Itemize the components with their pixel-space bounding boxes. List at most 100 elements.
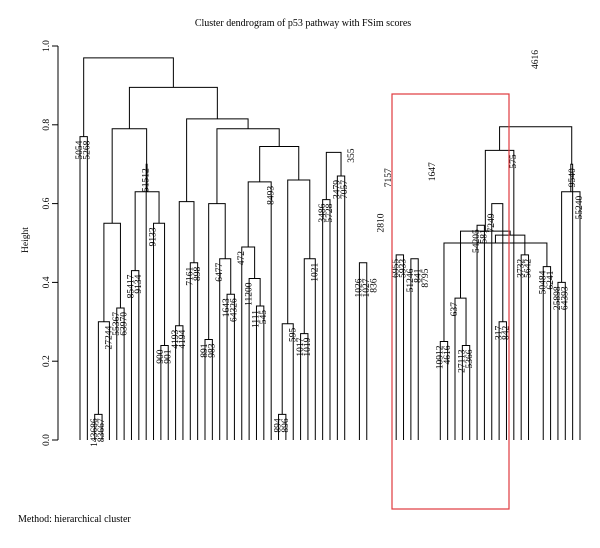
dendrogram-link <box>128 86 218 129</box>
dendrogram-link <box>476 224 485 440</box>
leaf-label: 5933 <box>399 259 409 278</box>
leaf-label: 1019 <box>303 337 313 356</box>
leaf-label: 317 <box>494 326 504 341</box>
dendrogram-link <box>491 203 504 440</box>
leaf-label: 4193 <box>171 329 181 348</box>
leaf-label: 4194 <box>178 329 188 348</box>
leaf-label: 5366 <box>465 349 475 368</box>
leaf-label: 4616 <box>443 345 453 364</box>
leaf-label: 5268 <box>83 140 93 159</box>
y-tick-label: 1.0 <box>42 40 52 52</box>
leaf-label: 64393 <box>560 286 570 310</box>
leaf-label: 9134 <box>134 274 144 293</box>
leaf-label: 25898 <box>553 286 563 310</box>
method-footnote: Method: hierarchical cluster <box>18 514 131 525</box>
chart-title: Cluster dendrogram of p53 pathway with F… <box>195 18 411 29</box>
y-tick-label: 0.8 <box>42 119 52 131</box>
dendrogram-link <box>219 258 232 440</box>
leaf-label: 4616 <box>531 50 541 69</box>
leaf-label: 2810 <box>377 213 387 232</box>
highlight-box <box>391 93 510 510</box>
leaf-label: 6477 <box>215 263 225 282</box>
y-tick-label: 0.6 <box>42 197 52 209</box>
leaf-label: 355 <box>347 148 357 163</box>
leaf-label: 1027 <box>362 278 372 297</box>
leaf-label: 3486 <box>318 203 328 222</box>
leaf-label: 85417 <box>127 274 137 298</box>
leaf-label: 894 <box>274 418 284 433</box>
leaf-label: 545 <box>259 310 269 325</box>
leaf-label: 54205 <box>472 229 482 253</box>
leaf-label: 7157 <box>384 168 394 187</box>
leaf-label: 11200 <box>244 282 254 306</box>
dendrogram-link <box>325 151 342 200</box>
dendrogram-link <box>178 201 195 326</box>
leaf-label: 891 <box>200 343 210 358</box>
leaf-label: 7249 <box>487 213 497 232</box>
dendrogram-link <box>287 179 311 324</box>
dendrogram-link <box>103 222 121 322</box>
leaf-label: 8795 <box>421 268 431 287</box>
dendrogram-links <box>79 57 581 440</box>
leaf-label: 9540 <box>568 168 578 187</box>
leaf-label: 3479 <box>333 180 343 199</box>
leaf-label: 1111 <box>252 310 262 328</box>
dendrogram-link <box>494 234 526 255</box>
leaf-label: 1017 <box>296 337 306 356</box>
leaf-label: 898 <box>193 266 203 281</box>
leaf-label: 983 <box>208 343 218 358</box>
dendrogram-link <box>259 145 300 182</box>
leaf-label: 842 <box>502 326 512 341</box>
leaf-label: 896 <box>281 418 291 433</box>
leaf-label: 595 <box>288 328 298 343</box>
leaf-label: 5728 <box>325 203 335 222</box>
dendrogram-link <box>322 199 331 440</box>
leaf-label: 55367 <box>112 312 122 336</box>
leaf-label: 83667 <box>97 418 107 442</box>
leaf-label: 901 <box>163 349 173 364</box>
dendrogram-link <box>241 246 256 440</box>
dendrogram-link <box>570 163 574 440</box>
leaf-label: 63970 <box>119 312 129 336</box>
dendrogram-link <box>336 175 346 440</box>
leaf-label: 1021 <box>310 263 320 282</box>
leaf-label: 10912 <box>435 345 445 369</box>
leaf-labels: 5054526814368683667272445536763970854179… <box>75 50 585 447</box>
leaf-label: 581 <box>480 229 490 244</box>
leaf-label: 472 <box>237 251 247 266</box>
leaf-label: 841 <box>413 268 423 283</box>
dendrogram-link <box>189 262 199 440</box>
dendrogram-link <box>83 57 174 137</box>
y-tick-label: 0.0 <box>42 434 52 446</box>
leaf-label: 51246 <box>406 268 416 292</box>
leaf-label: 50484 <box>538 270 548 294</box>
leaf-label: 143686 <box>90 418 100 447</box>
y-tick-label: 0.2 <box>42 355 52 367</box>
leaf-label: 575 <box>509 154 519 169</box>
leaf-label: 64326 <box>230 298 240 322</box>
leaf-label: 900 <box>156 349 166 364</box>
y-axis: 0.0 0.2 0.4 0.6 0.8 1.0 Height <box>21 40 59 446</box>
leaf-label: 6955 <box>391 259 401 278</box>
leaf-label: 55240 <box>575 196 585 220</box>
leaf-label: 7057 <box>340 180 350 199</box>
leaf-label: 9133 <box>149 227 159 246</box>
leaf-label: 27244 <box>105 326 115 350</box>
leaf-label: 5054 <box>75 140 85 159</box>
leaf-label: 6241 <box>546 270 556 289</box>
dendrogram-link <box>358 262 368 440</box>
dendrogram-link <box>153 222 166 440</box>
leaf-label: 8493 <box>266 186 276 205</box>
dendrogram-link <box>145 163 148 440</box>
leaf-label: 1643 <box>222 298 232 317</box>
leaf-label: 1647 <box>428 162 438 181</box>
leaf-label: 27113 <box>458 349 468 373</box>
dendrogram-link <box>410 258 419 440</box>
dendrogram-link <box>520 254 530 440</box>
leaf-label: 51512 <box>141 168 151 192</box>
leaf-label: 637 <box>450 302 460 317</box>
y-axis-label: Height <box>21 227 31 253</box>
leaf-label: 3732 <box>516 259 526 278</box>
leaf-label: 1026 <box>355 278 365 297</box>
